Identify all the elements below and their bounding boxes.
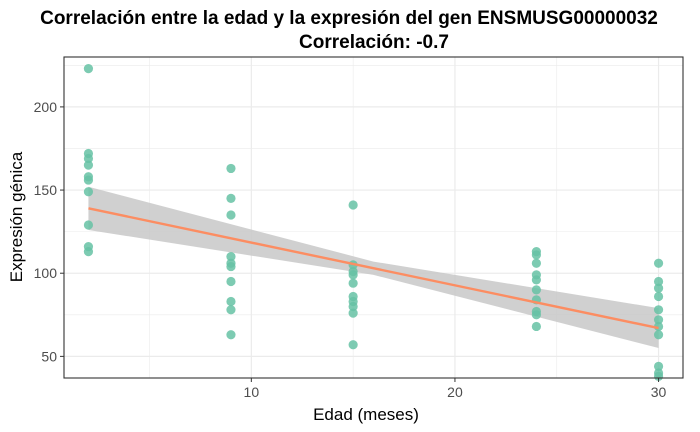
chart-subtitle: Correlación: -0.7 xyxy=(299,32,449,53)
data-point xyxy=(531,285,541,295)
data-point xyxy=(226,261,236,272)
data-point xyxy=(653,371,664,381)
grid xyxy=(64,57,683,378)
y-tick-label: 50 xyxy=(41,348,57,364)
data-point xyxy=(83,175,94,185)
data-point xyxy=(653,283,664,293)
data-point xyxy=(226,330,236,340)
data-point xyxy=(226,305,236,315)
panel-frame xyxy=(63,56,684,379)
data-point xyxy=(531,250,541,260)
x-tick-label: 30 xyxy=(651,384,667,400)
data-point xyxy=(83,160,94,170)
data-points xyxy=(83,64,664,381)
data-point xyxy=(226,193,236,203)
y-tick-label: 200 xyxy=(34,99,58,115)
data-point xyxy=(653,305,664,315)
data-point xyxy=(348,301,358,312)
data-point xyxy=(83,246,94,257)
data-point xyxy=(226,251,236,262)
data-point xyxy=(348,308,358,318)
data-point xyxy=(226,296,236,307)
trend-line-group xyxy=(88,207,659,330)
data-point xyxy=(653,315,664,325)
data-point xyxy=(226,210,236,220)
data-point xyxy=(348,200,358,210)
data-point xyxy=(531,310,541,320)
data-point xyxy=(226,276,236,287)
panel-border xyxy=(63,56,684,379)
data-point xyxy=(531,321,541,332)
data-point xyxy=(83,220,94,230)
data-point xyxy=(653,276,664,287)
trend-line xyxy=(88,207,659,330)
data-point xyxy=(531,258,541,268)
x-tick-label: 10 xyxy=(244,384,260,400)
data-point xyxy=(653,330,664,340)
data-point xyxy=(653,361,664,371)
data-point xyxy=(348,270,358,280)
y-tick-label: 100 xyxy=(34,265,58,281)
data-point xyxy=(226,163,236,174)
chart-title: Correlación entre la edad y la expresión… xyxy=(40,8,658,29)
data-point xyxy=(653,291,664,302)
data-point xyxy=(83,187,94,197)
data-point xyxy=(531,275,541,285)
y-axis-title: Expresión génica xyxy=(7,151,26,282)
data-point xyxy=(653,258,664,268)
data-point xyxy=(348,278,358,288)
data-point xyxy=(83,153,94,164)
x-tick-label: 20 xyxy=(447,384,463,400)
y-axis-ticks: 50 100 150 200 xyxy=(34,99,64,364)
y-tick-label: 150 xyxy=(34,182,58,198)
x-axis-ticks: 10 20 30 xyxy=(244,378,667,400)
data-point xyxy=(348,340,358,350)
x-axis-title: Edad (meses) xyxy=(313,405,419,424)
data-point xyxy=(83,64,94,74)
